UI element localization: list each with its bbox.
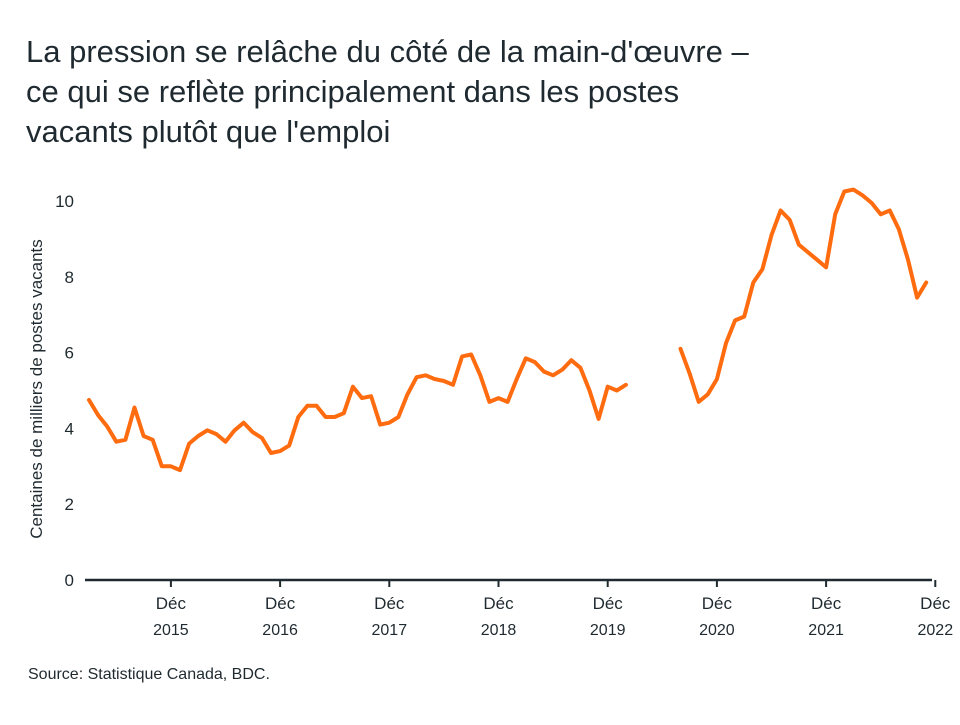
- x-tick-year: 2021: [808, 622, 844, 639]
- x-tick-label: Déc: [374, 594, 405, 613]
- x-tick-year: 2019: [590, 622, 626, 639]
- title-line-1: La pression se relâche du côté de la mai…: [26, 34, 749, 69]
- x-tick-year: 2022: [918, 622, 954, 639]
- x-tick-label: Déc: [593, 594, 624, 613]
- x-tick-year: 2015: [153, 622, 189, 639]
- series-line-segment: [87, 352, 628, 473]
- x-tick-year: 2018: [481, 622, 517, 639]
- series-line-segment: [678, 187, 929, 404]
- x-tick-label: Déc: [920, 594, 951, 613]
- y-tick-label: 2: [65, 495, 74, 514]
- y-tick-label: 0: [65, 571, 74, 590]
- x-tick-label: Déc: [702, 594, 733, 613]
- title-line-2: ce qui se reflète principalement dans le…: [26, 74, 680, 109]
- x-tick-label: Déc: [156, 594, 187, 613]
- source-note: Source: Statistique Canada, BDC.: [28, 666, 270, 683]
- y-tick-label: 10: [55, 192, 74, 211]
- y-axis-label: Centaines de milliers de postes vacants: [27, 239, 46, 539]
- y-tick-label: 6: [65, 344, 74, 363]
- title-line-3: vacants plutôt que l'emploi: [26, 114, 391, 149]
- y-tick-label: 8: [65, 268, 74, 287]
- x-tick-label: Déc: [483, 594, 514, 613]
- x-tick-year: 2020: [699, 622, 735, 639]
- chart-title: La pression se relâche du côté de la mai…: [26, 32, 926, 152]
- x-axis: Déc 2015 Déc 2016 Déc 2017 Déc 2018 Déc 2019 Déc 20…: [85, 578, 954, 639]
- x-tick-label: Déc: [265, 594, 296, 613]
- x-tick-year: 2017: [372, 622, 408, 639]
- x-tick-label: Déc: [811, 594, 842, 613]
- series-group: [87, 187, 929, 473]
- y-tick-label: 4: [65, 419, 74, 438]
- y-axis-ticks: 0 2 4 6 8 10: [55, 192, 74, 590]
- x-tick-year: 2016: [262, 622, 298, 639]
